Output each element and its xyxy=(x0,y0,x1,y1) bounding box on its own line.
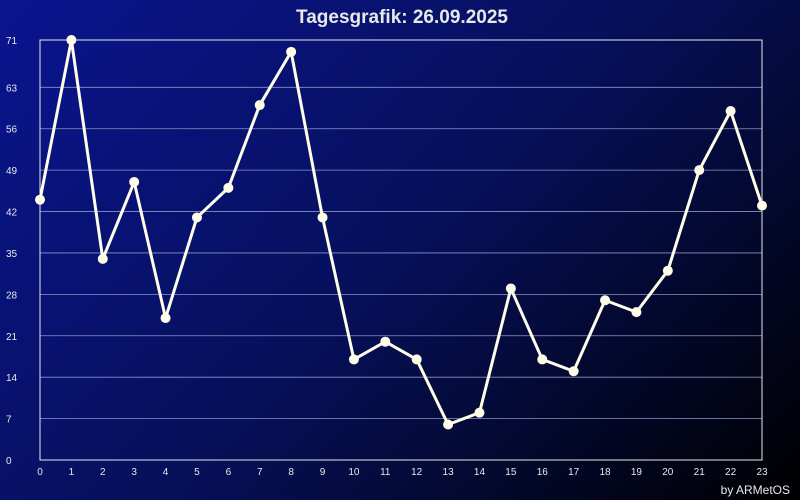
data-point xyxy=(631,307,642,318)
x-tick-label: 5 xyxy=(194,467,200,478)
x-tick-label: 12 xyxy=(411,467,423,478)
data-point xyxy=(694,165,705,176)
data-point xyxy=(662,265,673,276)
y-tick-label: 63 xyxy=(6,83,18,94)
data-point xyxy=(191,212,202,223)
x-tick-label: 19 xyxy=(631,467,643,478)
x-tick-label: 11 xyxy=(380,467,391,478)
data-point xyxy=(35,194,45,205)
x-tick-label: 23 xyxy=(756,467,768,478)
y-tick-label: 28 xyxy=(6,290,18,301)
y-tick-label: 42 xyxy=(6,208,18,219)
data-point xyxy=(411,354,422,365)
y-tick-label: 0 xyxy=(6,456,12,467)
data-point xyxy=(348,354,359,365)
data-point xyxy=(757,200,767,211)
data-point xyxy=(725,105,736,116)
y-tick-label: 49 xyxy=(6,166,18,177)
data-point xyxy=(286,46,297,57)
data-point xyxy=(600,295,611,306)
y-tick-label: 71 xyxy=(6,36,18,47)
data-point xyxy=(537,354,548,365)
x-tick-label: 0 xyxy=(37,467,43,478)
x-tick-label: 16 xyxy=(537,467,549,478)
x-tick-label: 2 xyxy=(100,467,106,478)
data-point xyxy=(443,419,454,430)
grid-lines xyxy=(40,39,762,419)
x-tick-label: 6 xyxy=(226,467,232,478)
series-layer xyxy=(35,35,767,430)
plot-frame xyxy=(39,39,763,461)
data-point xyxy=(474,407,485,418)
credit-label: by ARMetOS xyxy=(721,483,790,497)
x-tick-label: 10 xyxy=(348,467,360,478)
x-tick-label: 17 xyxy=(568,467,580,478)
y-tick-label: 56 xyxy=(6,125,18,136)
data-point xyxy=(380,336,391,347)
x-tick-label: 4 xyxy=(163,467,169,478)
chart-title: Tagesgrafik: 26.09.2025 xyxy=(296,7,508,28)
x-tick-label: 21 xyxy=(694,467,706,478)
x-tick-label: 15 xyxy=(505,467,517,478)
x-tick-label: 22 xyxy=(725,467,737,478)
y-tick-label: 14 xyxy=(6,373,18,384)
x-tick-label: 14 xyxy=(474,467,486,478)
data-point xyxy=(505,283,516,294)
x-tick-label: 7 xyxy=(257,467,263,478)
y-tick-label: 35 xyxy=(6,249,18,260)
x-tick-label: 18 xyxy=(599,467,611,478)
data-point xyxy=(97,253,108,264)
x-tick-label: 8 xyxy=(288,467,294,478)
y-tick-label: 7 xyxy=(6,415,12,426)
axes xyxy=(39,39,763,461)
series-line xyxy=(38,38,764,427)
x-tick-label: 13 xyxy=(443,467,455,478)
x-tick-label: 9 xyxy=(320,467,326,478)
y-tick-label: 21 xyxy=(6,332,18,343)
x-tick-label: 1 xyxy=(69,467,75,478)
data-point xyxy=(160,313,171,324)
data-point xyxy=(223,182,234,193)
x-tick-label: 3 xyxy=(131,467,137,478)
y-tick-labels: 0 7 14 21 28 35 42 49 56 63 71 xyxy=(6,36,18,467)
data-point xyxy=(254,100,265,111)
x-tick-label: 20 xyxy=(662,467,674,478)
x-tick-labels: 0 1 2 3 4 5 6 7 8 9 10 11 12 13 14 15 16 17 18 19 20 21 22 23 xyxy=(37,467,768,478)
data-point xyxy=(66,35,77,45)
data-point xyxy=(129,176,140,187)
data-point xyxy=(568,366,579,377)
data-point xyxy=(317,212,328,223)
